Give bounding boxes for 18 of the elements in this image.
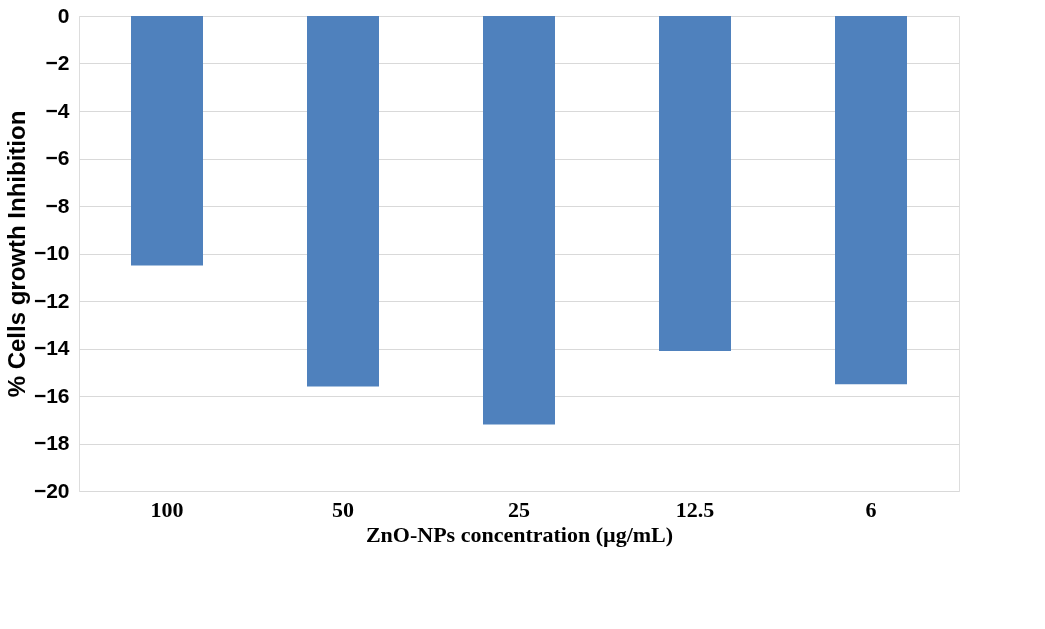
y-tick-label: 0 <box>57 3 70 27</box>
y-tick-label: −6 <box>45 146 70 169</box>
y-axis-title: % Cells growth Inhibition <box>2 110 30 398</box>
y-tick-label: −16 <box>33 383 70 407</box>
x-tick-label: 50 <box>332 496 354 522</box>
y-tick-label: −4 <box>45 98 70 122</box>
x-axis-title: ZnO-NPs concentration (µg/mL) <box>365 521 674 547</box>
y-tick-label: −18 <box>33 431 70 454</box>
x-tick-label: 100 <box>150 496 184 522</box>
y-tick-label: −10 <box>33 241 70 264</box>
x-tick-label: 12.5 <box>675 496 715 522</box>
y-tick-label: −20 <box>33 478 70 502</box>
x-tick-label: 6 <box>865 496 877 522</box>
y-tick-label: −8 <box>45 193 70 217</box>
y-tick-label: −2 <box>45 51 70 74</box>
y-tick-label: −12 <box>33 288 70 312</box>
x-tick-label: 25 <box>508 496 530 522</box>
y-tick-label: −14 <box>33 336 70 359</box>
